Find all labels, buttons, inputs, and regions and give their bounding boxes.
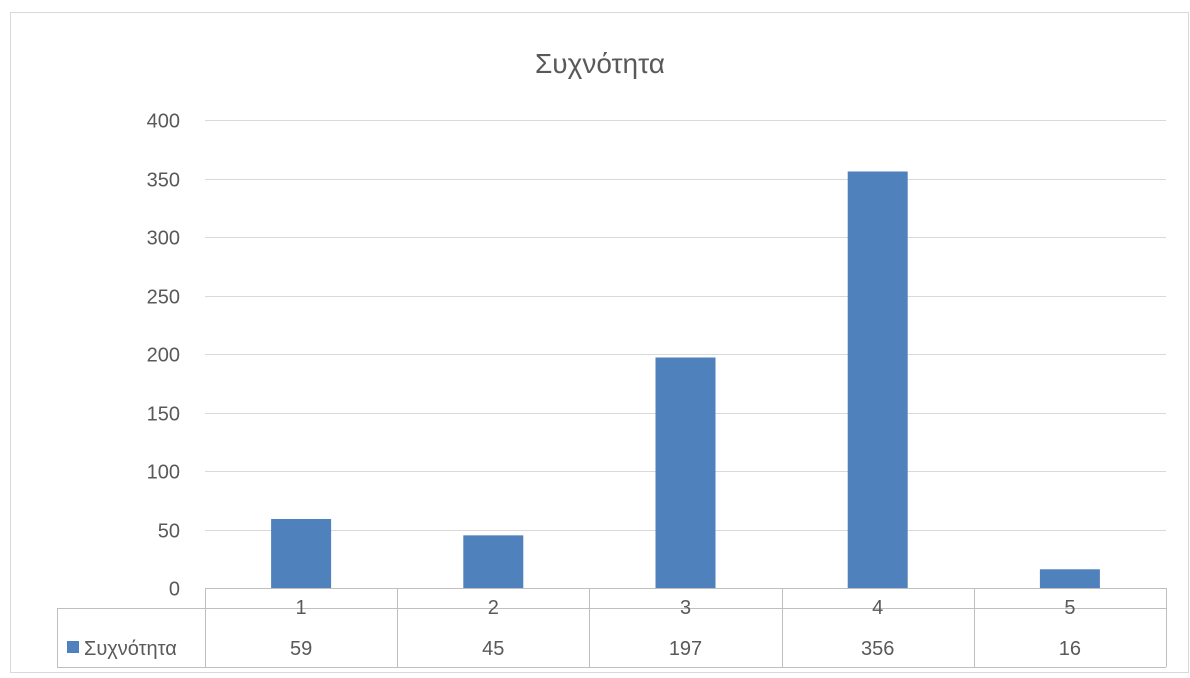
x-tick-label: 5: [1064, 597, 1075, 619]
bar: [847, 171, 908, 589]
y-tick-label: 250: [147, 287, 180, 309]
data-table-value: 197: [669, 638, 702, 660]
y-tick-label: 400: [147, 111, 180, 133]
y-tick-label: 100: [147, 462, 180, 484]
legend-label: Συχνότητα: [84, 638, 177, 660]
chart-border: [10, 12, 1189, 673]
y-tick-label: 200: [147, 345, 180, 367]
legend-swatch: [67, 641, 79, 653]
y-tick-label: 50: [158, 521, 180, 543]
y-tick-label: 300: [147, 228, 180, 250]
data-table-value: 356: [861, 638, 894, 660]
y-tick-label: 0: [169, 579, 180, 601]
bars: [271, 171, 1100, 589]
x-tick-label: 3: [680, 597, 691, 619]
y-tick-label: 150: [147, 404, 180, 426]
bar: [463, 535, 524, 588]
chart-title: Συχνότητα: [535, 48, 665, 79]
bar: [1039, 569, 1100, 588]
bar: [271, 518, 332, 588]
x-tick-label: 2: [488, 597, 499, 619]
x-tick-label: 1: [296, 597, 307, 619]
data-table-value: 59: [290, 638, 312, 660]
bar: [655, 357, 716, 588]
y-tick-label: 350: [147, 170, 180, 192]
x-tick-label: 4: [872, 597, 883, 619]
y-axis-tick-labels: 0 50 100 150 200 250 300 350 400: [147, 111, 180, 601]
data-table-value: 16: [1059, 638, 1081, 660]
data-table-value: 45: [482, 638, 504, 660]
